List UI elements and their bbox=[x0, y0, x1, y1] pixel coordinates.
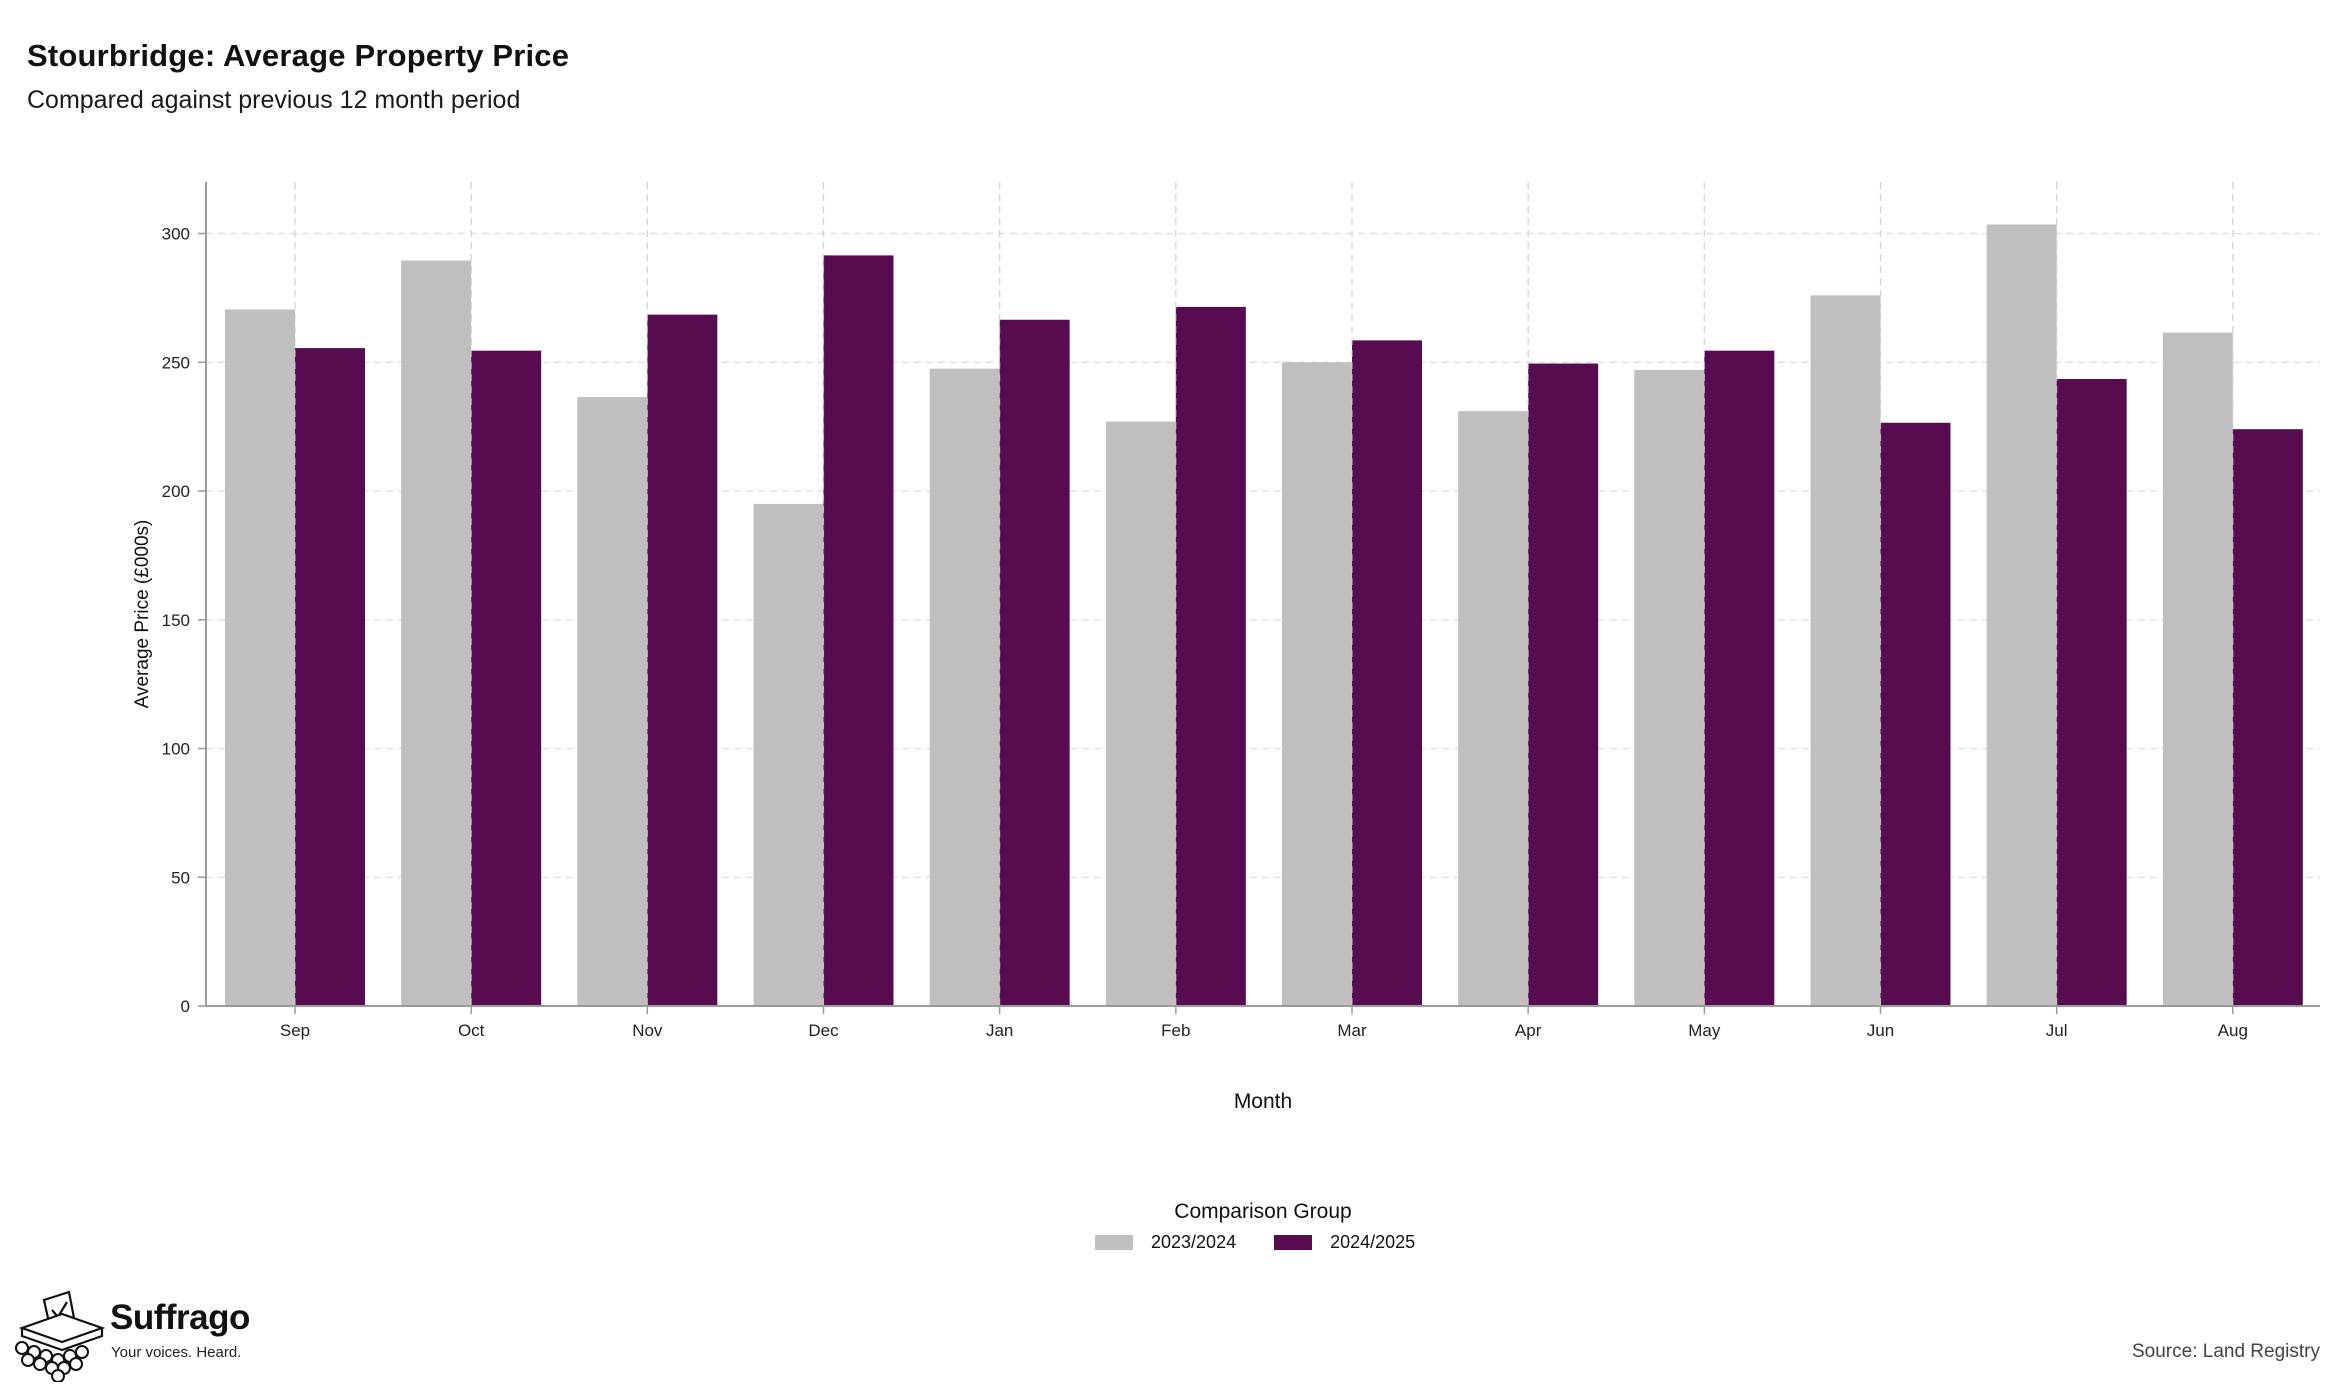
x-tick-label: Jul bbox=[2046, 1021, 2068, 1040]
x-tick-label: Nov bbox=[632, 1021, 663, 1040]
y-tick-label: 50 bbox=[171, 868, 190, 887]
source-note: Source: Land Registry bbox=[2132, 1341, 2320, 1362]
bar-curr bbox=[999, 319, 1070, 1006]
bar-curr bbox=[1528, 363, 1599, 1007]
chart-subtitle: Compared against previous 12 month perio… bbox=[27, 86, 521, 114]
bar-prev bbox=[929, 368, 1000, 1006]
x-tick-label: Jan bbox=[986, 1021, 1013, 1040]
x-tick-label: Aug bbox=[2218, 1021, 2248, 1040]
legend-items: 2023/2024 2024/2025 bbox=[1095, 1232, 1453, 1253]
x-tick-label: Dec bbox=[808, 1021, 839, 1040]
y-tick-label: 250 bbox=[162, 353, 190, 372]
y-tick-label: 100 bbox=[162, 740, 190, 759]
x-tick-label: Oct bbox=[458, 1021, 485, 1040]
bar-curr bbox=[471, 350, 542, 1007]
brand: Suffrago Your voices. Heard. bbox=[14, 1290, 274, 1382]
legend-swatch bbox=[1274, 1235, 1313, 1250]
legend-title: Comparison Group bbox=[1174, 1200, 1352, 1223]
bar-curr bbox=[1352, 340, 1422, 1006]
bar-prev bbox=[1634, 369, 1705, 1007]
x-axis-title: Month bbox=[1234, 1090, 1292, 1113]
y-tick-label: 200 bbox=[162, 482, 190, 501]
bar-curr bbox=[647, 314, 718, 1006]
legend-item: 2024/2025 bbox=[1274, 1232, 1415, 1253]
bar-curr bbox=[1175, 306, 1246, 1006]
bar-prev bbox=[225, 309, 295, 1006]
legend-label: 2023/2024 bbox=[1151, 1232, 1237, 1252]
bar-curr bbox=[295, 348, 365, 1006]
y-tick-label: 150 bbox=[162, 611, 190, 630]
x-tick-label: Mar bbox=[1337, 1021, 1367, 1040]
bar-curr bbox=[823, 255, 894, 1006]
bar-curr bbox=[2056, 378, 2127, 1006]
x-tick-label: May bbox=[1688, 1021, 1721, 1040]
bar-prev bbox=[1810, 295, 1881, 1006]
x-tick-label: Apr bbox=[1515, 1021, 1542, 1040]
x-tick-label: Sep bbox=[280, 1021, 310, 1040]
bar-curr bbox=[2232, 429, 2303, 1006]
bar-prev bbox=[1105, 421, 1176, 1007]
bar-prev bbox=[1458, 411, 1529, 1006]
bar-curr bbox=[1880, 422, 1951, 1006]
legend-item: 2023/2024 bbox=[1095, 1232, 1236, 1253]
bar-prev bbox=[401, 260, 472, 1007]
legend-swatch bbox=[1095, 1235, 1133, 1250]
brand-tagline: Your voices. Heard. bbox=[111, 1344, 242, 1361]
bar-prev bbox=[2162, 332, 2233, 1006]
bar-curr bbox=[1704, 350, 1775, 1007]
bar-prev bbox=[753, 503, 824, 1006]
bar-prev bbox=[577, 397, 648, 1006]
y-tick-label: 300 bbox=[162, 225, 190, 244]
x-tick-label: Jun bbox=[1867, 1021, 1894, 1040]
chart-title: Stourbridge: Average Property Price bbox=[27, 38, 570, 73]
legend-label: 2024/2025 bbox=[1330, 1232, 1416, 1252]
brand-name: Suffrago bbox=[110, 1298, 250, 1337]
bar-prev bbox=[1986, 224, 2057, 1007]
bar-prev bbox=[1282, 362, 1352, 1006]
y-tick-label: 0 bbox=[181, 997, 190, 1016]
x-tick-label: Feb bbox=[1161, 1021, 1190, 1040]
ballot-box-icon bbox=[15, 1290, 106, 1382]
y-axis-title: Average Price (£000s) bbox=[132, 520, 153, 709]
